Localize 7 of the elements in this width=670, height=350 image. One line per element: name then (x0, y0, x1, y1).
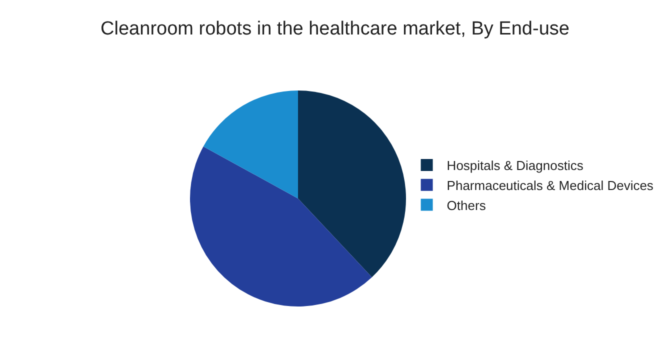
pie-slice (298, 90, 406, 278)
pie-slice (203, 90, 298, 198)
legend-label: Pharmaceuticals & Medical Devices (446, 178, 654, 193)
pie-slice (190, 146, 372, 306)
legend-label: Others (446, 198, 486, 213)
chart-title: Cleanroom robots in the healthcare market, By End-use (100, 18, 570, 40)
legend-label: Hospitals & Diagnostics (446, 158, 584, 174)
